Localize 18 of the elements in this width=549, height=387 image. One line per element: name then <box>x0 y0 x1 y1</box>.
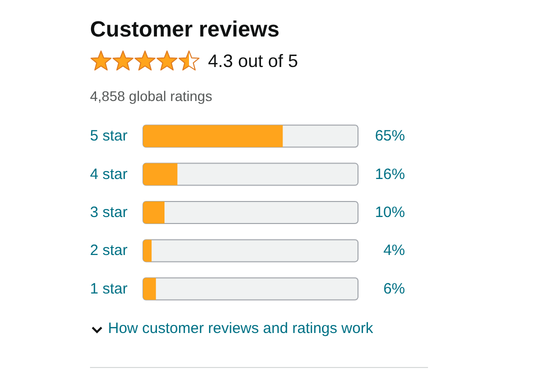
bar <box>143 278 156 300</box>
bar <box>143 240 152 262</box>
text: How customer reviews and ratings work <box>108 320 374 337</box>
data-label: 4% <box>383 242 405 260</box>
text: 4,858 global ratings <box>90 88 212 104</box>
bar <box>143 163 178 186</box>
data-label: 6% <box>383 280 405 298</box>
y-tick-label: 4 star <box>90 166 128 183</box>
data-label: 16% <box>374 166 405 183</box>
y-tick-label: 5 star <box>90 128 128 145</box>
data-label: 65% <box>374 128 405 145</box>
y-tick-label: 3 star <box>90 204 128 221</box>
data-label: 10% <box>374 204 405 221</box>
bar <box>143 202 164 224</box>
y-tick-label: 1 star <box>90 280 128 298</box>
y-tick-label: 2 star <box>90 242 128 260</box>
chart-title: Customer reviews <box>90 16 280 42</box>
chart-subtitle: 4.3 out of 5 <box>208 51 298 71</box>
